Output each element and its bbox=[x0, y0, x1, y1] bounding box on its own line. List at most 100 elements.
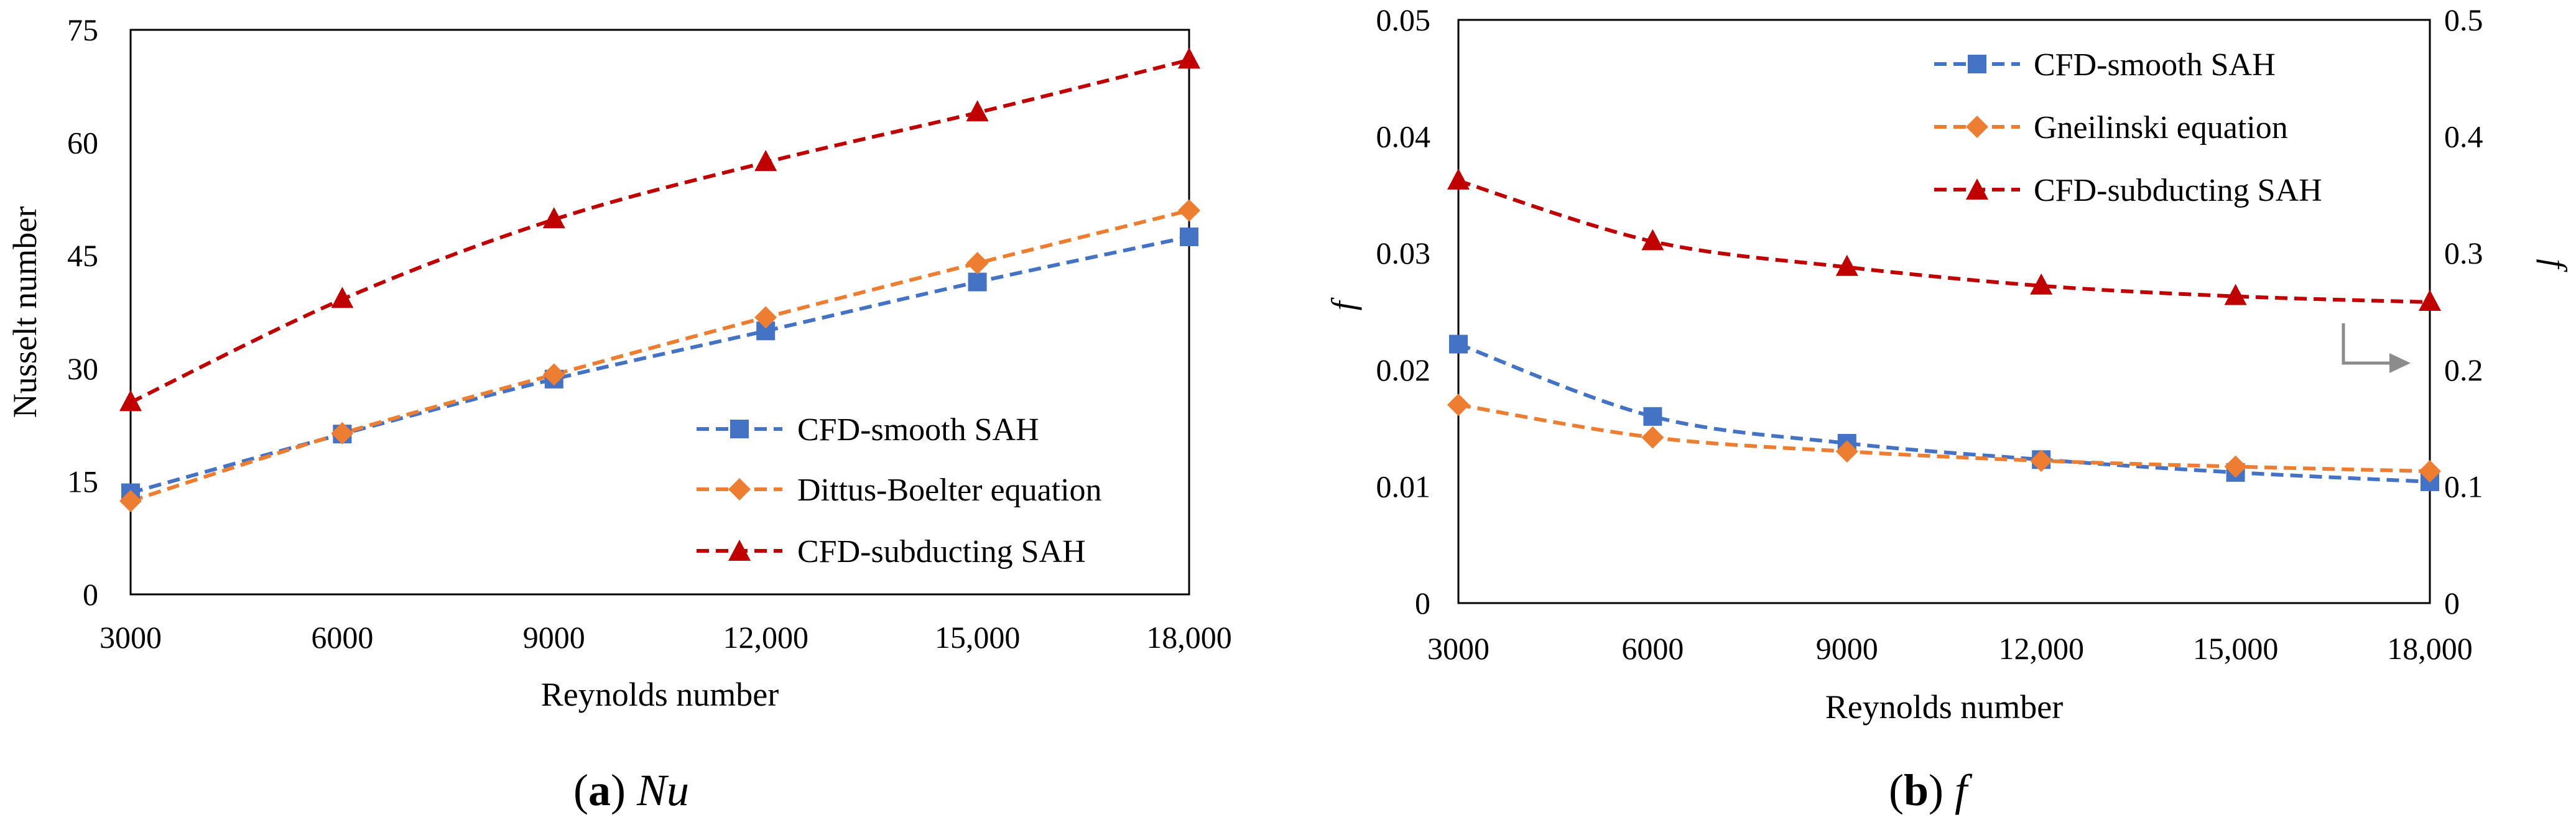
data-point-b-1-3 bbox=[2030, 450, 2053, 473]
series-line-b-0 bbox=[1457, 342, 2430, 484]
series-markers-b bbox=[1447, 168, 2441, 491]
series-lines-a bbox=[129, 58, 1190, 503]
x-tick-label: 3000 bbox=[100, 620, 162, 655]
legend-label-a-0: CFD-smooth SAH bbox=[797, 412, 1039, 448]
series-lines-b bbox=[1457, 179, 2430, 484]
data-point-b-2-0 bbox=[1447, 168, 1470, 190]
caption-a-label: a bbox=[588, 765, 611, 815]
y-axis-title-a: Nusselt number bbox=[6, 206, 44, 418]
data-point-b-2-4 bbox=[2224, 284, 2247, 305]
legend-label-b-0: CFD-smooth SAH bbox=[2034, 47, 2276, 83]
legend-a: CFD-smooth SAH Dittus-Boelter equation C… bbox=[697, 412, 1102, 569]
data-point-b-2-5 bbox=[2419, 289, 2441, 311]
x-ticks-b: 3000 6000 9000 12,000 15,000 18,000 bbox=[1427, 631, 2473, 666]
y-tick-label: 30 bbox=[67, 351, 98, 386]
legend-marker-a-0 bbox=[730, 420, 749, 438]
data-point-b-2-1 bbox=[1641, 229, 1664, 251]
legend-marker-a-1 bbox=[728, 478, 751, 500]
data-point-b-1-4 bbox=[2224, 455, 2247, 478]
y-tick-label-right: 0.1 bbox=[2444, 469, 2483, 504]
data-point-a-1-4 bbox=[966, 252, 989, 275]
y-tick-label: 60 bbox=[67, 126, 98, 160]
x-axis-title-b: Reynolds number bbox=[1825, 688, 2063, 726]
legend-label-b-1: Gneilinski equation bbox=[2034, 110, 2288, 145]
x-tick-label: 18,000 bbox=[2387, 631, 2473, 666]
data-point-b-1-0 bbox=[1447, 394, 1470, 417]
y-tick-label: 0.03 bbox=[1376, 236, 1431, 270]
data-point-b-1-5 bbox=[2419, 460, 2441, 483]
x-tick-label: 18,000 bbox=[1146, 620, 1232, 655]
y-ticks-b: 0 0.01 0.02 0.03 0.04 0.05 bbox=[1376, 2, 1431, 620]
y-tick-label: 75 bbox=[67, 12, 98, 47]
data-point-a-1-2 bbox=[542, 363, 565, 386]
legend-entry-b-1: Gneilinski equation bbox=[1934, 110, 2288, 145]
x-tick-label: 15,000 bbox=[935, 620, 1021, 655]
y-tick-label: 0.01 bbox=[1376, 469, 1431, 504]
data-point-a-2-2 bbox=[542, 207, 565, 229]
data-point-a-1-5 bbox=[1178, 199, 1200, 222]
y-tick-label: 0 bbox=[1415, 586, 1430, 620]
data-point-a-0-4 bbox=[968, 272, 987, 292]
y-tick-label: 0.05 bbox=[1376, 2, 1431, 37]
data-point-a-0-5 bbox=[1180, 227, 1198, 246]
data-point-a-2-4 bbox=[966, 100, 989, 122]
x-tick-label: 3000 bbox=[1427, 631, 1490, 666]
y-tick-label-right: 0 bbox=[2444, 586, 2460, 620]
series-line-a-2 bbox=[129, 58, 1190, 404]
legend-marker-b-1 bbox=[1966, 116, 1988, 138]
legend-label-b-2: CFD-subducting SAH bbox=[2034, 173, 2322, 208]
x-axis-title-a: Reynolds number bbox=[541, 676, 779, 713]
data-point-a-2-0 bbox=[119, 390, 142, 412]
data-point-b-0-0 bbox=[1449, 334, 1468, 354]
y-tick-label-right: 0.4 bbox=[2444, 119, 2483, 154]
plot-area-a bbox=[129, 29, 1190, 596]
data-point-b-1-2 bbox=[1835, 440, 1858, 463]
series-line-a-1 bbox=[130, 208, 1190, 503]
data-point-a-2-5 bbox=[1178, 47, 1200, 69]
y-tick-label-right: 0.3 bbox=[2444, 236, 2483, 270]
legend-entry-a-1: Dittus-Boelter equation bbox=[697, 473, 1102, 508]
series-markers-a bbox=[119, 47, 1200, 512]
series-line-a-0 bbox=[130, 234, 1190, 495]
data-point-a-1-3 bbox=[754, 306, 777, 329]
y-tick-label: 0 bbox=[83, 577, 98, 612]
y-tick-label: 0.02 bbox=[1376, 353, 1431, 387]
data-point-b-2-3 bbox=[2030, 273, 2053, 295]
data-point-b-0-1 bbox=[1643, 407, 1662, 426]
y-tick-label: 15 bbox=[67, 464, 98, 499]
legend-marker-b-0 bbox=[1968, 55, 1986, 73]
data-point-a-1-0 bbox=[119, 489, 142, 512]
x-tick-label: 12,000 bbox=[723, 620, 808, 655]
caption-b: (b) f bbox=[1889, 765, 1973, 815]
series-line-b-1 bbox=[1458, 403, 2430, 474]
legend-marker-a-2 bbox=[728, 540, 751, 561]
caption-b-var: f bbox=[1955, 765, 1973, 815]
legend-label-a-1: Dittus-Boelter equation bbox=[797, 473, 1102, 508]
legend-marker-b-2 bbox=[1966, 178, 1988, 200]
x-tick-label: 6000 bbox=[311, 620, 373, 655]
legend-b: CFD-smooth SAH Gneilinski equation CFD-s… bbox=[1934, 47, 2322, 208]
chart-panel-a: 0 15 30 45 60 75 3000 6000 9000 12,000 15,000 18,0… bbox=[6, 12, 1232, 815]
axis-arrow-b bbox=[2342, 323, 2411, 373]
legend-entry-a-2: CFD-subducting SAH bbox=[697, 534, 1086, 569]
y-axis-title-right-b: f bbox=[2536, 259, 2574, 272]
x-tick-label: 6000 bbox=[1621, 631, 1684, 666]
x-tick-label: 15,000 bbox=[2193, 631, 2279, 666]
data-point-a-2-1 bbox=[331, 287, 354, 308]
data-point-a-1-1 bbox=[331, 422, 354, 445]
x-ticks-a: 3000 6000 9000 12,000 15,000 18,000 bbox=[100, 620, 1232, 655]
x-tick-label: 12,000 bbox=[1998, 631, 2084, 666]
y-tick-label-right: 0.5 bbox=[2444, 2, 2483, 37]
y-tick-label: 45 bbox=[67, 238, 98, 273]
y-tick-label: 0.04 bbox=[1376, 119, 1431, 154]
plot-area-b bbox=[1457, 19, 2431, 604]
series-line-b-2 bbox=[1458, 179, 2430, 304]
data-point-b-1-1 bbox=[1641, 426, 1664, 449]
legend-label-a-2: CFD-subducting SAH bbox=[797, 534, 1086, 569]
y-ticks-a: 0 15 30 45 60 75 bbox=[67, 12, 98, 612]
data-point-b-2-2 bbox=[1835, 254, 1858, 276]
legend-entry-b-0: CFD-smooth SAH bbox=[1934, 47, 2276, 83]
caption-a: (a) Nu bbox=[573, 765, 689, 815]
y-ticks-right-b: 0 0.1 0.2 0.3 0.4 0.5 bbox=[2444, 2, 2483, 620]
